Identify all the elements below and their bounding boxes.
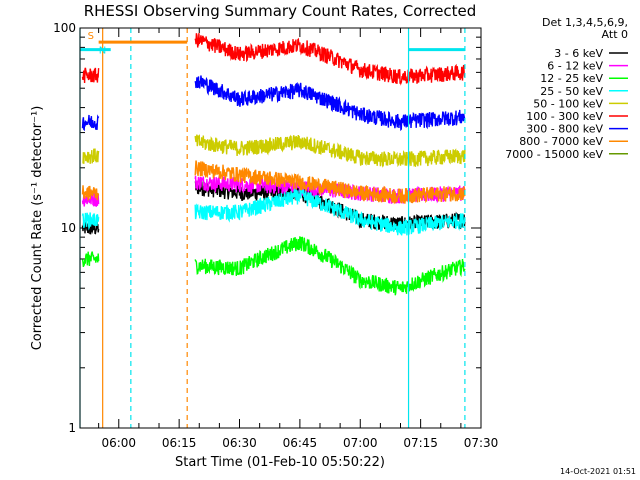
legend-label: 12 - 25 keV bbox=[540, 72, 603, 85]
footer-timestamp: 14-Oct-2021 01:51 bbox=[560, 467, 636, 476]
series-line bbox=[81, 185, 100, 201]
flag-label: N bbox=[99, 46, 106, 57]
legend-label: 800 - 7000 keV bbox=[519, 135, 603, 148]
y-tick-label: 10 bbox=[61, 221, 76, 235]
legend-label: 50 - 100 keV bbox=[533, 97, 603, 110]
series-line bbox=[81, 219, 100, 235]
legend-label: 100 - 300 keV bbox=[526, 110, 603, 123]
x-tick-label: 07:30 bbox=[464, 436, 499, 450]
flag-label: S bbox=[88, 31, 94, 42]
legend-header-line1: Det 1,3,4,5,6,9, bbox=[542, 16, 628, 29]
series-line bbox=[194, 75, 466, 132]
series-line bbox=[81, 251, 100, 267]
plot-frame bbox=[79, 27, 482, 429]
series-line bbox=[194, 188, 466, 236]
x-tick-label: 06:30 bbox=[222, 436, 257, 450]
x-tick-label: 07:15 bbox=[403, 436, 438, 450]
series-line bbox=[194, 236, 466, 296]
series-line bbox=[81, 67, 100, 84]
x-tick-label: 06:15 bbox=[162, 436, 197, 450]
x-tick-label: 06:00 bbox=[101, 436, 136, 450]
y-tick-label: 1 bbox=[68, 421, 76, 435]
series-line bbox=[81, 212, 100, 231]
y-tick-label: 100 bbox=[53, 21, 76, 35]
y-tick-labels: 100 10 1 bbox=[53, 21, 76, 435]
series-line bbox=[194, 33, 466, 86]
x-tick-labels: 06:00 06:15 06:30 06:45 07:00 07:15 07:30 bbox=[101, 436, 498, 450]
legend-label: 25 - 50 keV bbox=[540, 85, 603, 98]
chart-title: RHESSI Observing Summary Count Rates, Co… bbox=[84, 2, 477, 20]
legend-header-line2: Att 0 bbox=[602, 28, 628, 41]
series-line bbox=[194, 133, 466, 168]
y-axis-label: Corrected Count Rate (s⁻¹ detector⁻¹) bbox=[30, 106, 45, 351]
series-line bbox=[194, 160, 466, 205]
legend-label: 300 - 800 keV bbox=[526, 123, 603, 136]
legend-label: 3 - 6 keV bbox=[554, 47, 603, 60]
legend-label: 7000 - 15000 keV bbox=[505, 148, 603, 161]
series-line bbox=[82, 148, 100, 164]
x-tick-label: 07:00 bbox=[343, 436, 378, 450]
x-tick-label: 06:45 bbox=[283, 436, 318, 450]
x-axis-label: Start Time (01-Feb-10 05:50:22) bbox=[175, 455, 385, 470]
series-line bbox=[81, 114, 100, 132]
legend-label: 6 - 12 keV bbox=[547, 60, 603, 73]
series-plot-area bbox=[81, 33, 466, 296]
